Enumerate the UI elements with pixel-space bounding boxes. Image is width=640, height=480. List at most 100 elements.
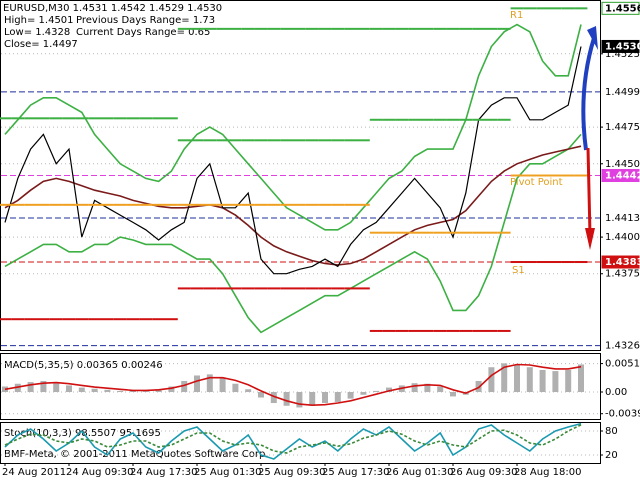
footer: BMF-Meta, © 2001-2011 MetaQuotes Softwar…: [4, 449, 269, 460]
histogram-bar: [450, 392, 456, 397]
histogram-bar: [104, 389, 111, 393]
histogram-bar: [206, 374, 213, 393]
y-tick-label: 0.00516: [605, 359, 640, 370]
histogram-bar: [168, 386, 175, 393]
level-label: 1.4530: [605, 41, 640, 52]
histogram-bar: [309, 392, 316, 406]
y-tick-label: 80: [605, 426, 618, 437]
red-arrow-head: [585, 228, 595, 250]
y-tick-label: 1.4450: [605, 159, 640, 170]
histogram-bar: [296, 392, 303, 408]
x-tick-label: 25 Aug 09:30: [258, 467, 325, 478]
series-line: [4, 133, 582, 334]
histogram-bar: [258, 392, 264, 398]
histogram-bar: [232, 383, 239, 393]
histogram-bar: [386, 387, 392, 393]
histogram-bar: [245, 389, 252, 393]
histogram-bar: [373, 390, 380, 393]
level-label: 1.4442: [605, 171, 640, 182]
histogram-bar: [53, 382, 60, 393]
level-label: 1.4499: [605, 87, 640, 98]
histogram-bar: [411, 383, 418, 393]
x-tick-label: 25 Aug 17:30: [322, 467, 389, 478]
histogram-bar: [565, 369, 572, 393]
histogram-bar: [347, 392, 354, 399]
blue-arrow: [581, 37, 596, 151]
x-tick-label: 28 Aug 18:00: [514, 467, 581, 478]
y-tick-label: 1.4375: [605, 269, 640, 280]
price-panel-frame: [0, 0, 601, 351]
series-line: [4, 145, 582, 266]
annotation-r1: R1: [510, 10, 523, 21]
histogram-bar: [130, 390, 136, 393]
y-tick-label: 0.00: [605, 387, 627, 398]
histogram-bar: [283, 392, 290, 406]
x-tick-label: 24 Aug 17:30: [130, 467, 197, 478]
histogram-bar: [552, 371, 559, 393]
series-line: [4, 422, 582, 460]
level-label: 1.4556: [605, 3, 640, 14]
y-tick-label: 1.4475: [605, 122, 640, 133]
signal-arrows: [581, 26, 598, 250]
x-tick-label: 24 Aug 09:30: [66, 467, 133, 478]
histogram-bar: [91, 388, 98, 393]
level-box: [601, 1, 640, 15]
x-tick-label: 26 Aug 01:30: [386, 467, 453, 478]
histogram-bar: [334, 392, 341, 402]
level-label: 1.4383: [605, 257, 640, 268]
annotation-s1: S1: [512, 265, 525, 276]
info-high: High= 1.4501: [4, 15, 74, 26]
histogram-bar: [488, 367, 495, 393]
histogram-bar: [181, 380, 188, 393]
y-tick-label: 20: [605, 450, 618, 461]
histogram-bar: [578, 364, 584, 393]
histogram-bar: [27, 382, 34, 393]
info-low: Low= 1.4328: [4, 27, 70, 38]
series-line: [4, 23, 582, 231]
level-box: [601, 255, 640, 269]
histogram-bar: [514, 364, 520, 393]
macd-title: MACD(5,35,5) 0.00365 0.00246: [4, 360, 163, 371]
level-box: [601, 169, 640, 182]
y-tick-label: 1.4400: [605, 232, 640, 243]
y-tick-label: -0.00394: [605, 409, 640, 420]
info-cur-range: Current Days Range= 0.65: [76, 27, 210, 38]
histogram-bar: [40, 380, 47, 393]
series-line: [4, 424, 582, 454]
level-label: 1.4413: [605, 213, 640, 224]
stoch-title: Stoch(10,3,3) 98.5507 95.1695: [4, 428, 161, 439]
histogram-bar: [322, 392, 328, 404]
histogram-bar: [155, 389, 162, 393]
blue-arrow-head: [587, 26, 598, 50]
y-tick-label: 1.4525: [605, 49, 640, 60]
panel-0: 1.4525 1.4475 1.4450 1.4400 1.4375 1.4556 1.45…: [0, 1, 640, 352]
histogram-bar: [194, 375, 200, 393]
info-prev-range: Previous Days Range= 1.73: [76, 15, 215, 26]
series-line: [4, 363, 582, 407]
level-label: 1.4326: [605, 341, 640, 352]
panel-1: 0.00516 0.00 -0.00394: [1, 359, 640, 420]
histogram-bar: [219, 378, 226, 393]
histogram-bar: [437, 386, 444, 393]
histogram-bar: [66, 385, 72, 393]
histogram-bar: [270, 392, 277, 404]
histogram-bar: [526, 367, 533, 393]
histogram-bar: [78, 387, 85, 393]
annotation-pivot: Pivot Point: [510, 177, 563, 188]
info-close: Close= 1.4497: [4, 39, 78, 50]
macd-panel-frame: [0, 353, 601, 420]
x-tick-label: 26 Aug 09:30: [450, 467, 517, 478]
stoch-panel-frame: [0, 422, 601, 464]
histogram-bar: [360, 392, 367, 395]
histogram-bar: [424, 383, 431, 393]
histogram-bar: [539, 369, 546, 393]
x-tick-label: 24 Aug 2011: [2, 467, 66, 478]
histogram-bar: [501, 363, 508, 393]
price-title: EURUSD,M30 1.4531 1.4542 1.4529 1.4530: [3, 3, 222, 14]
level-box: [601, 39, 640, 53]
histogram-bar: [117, 390, 124, 393]
red-arrow: [586, 147, 592, 236]
